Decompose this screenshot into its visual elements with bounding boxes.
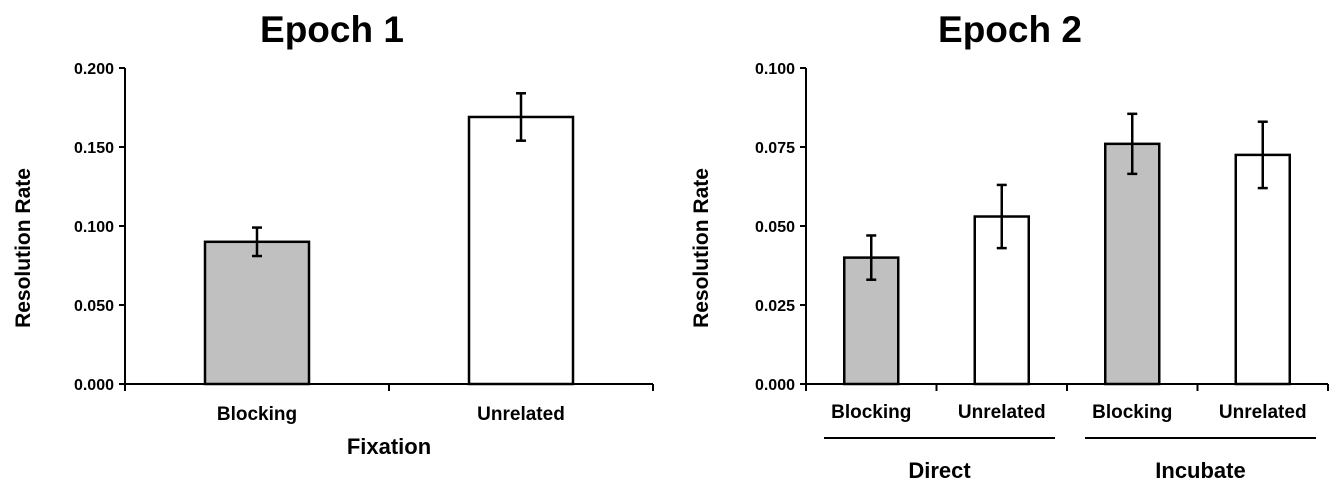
chart-1-y-axis-label: Resolution Rate xyxy=(12,168,35,328)
epoch-1-chart: Epoch 1 Resolution Rate Fixation 0.0000.… xyxy=(12,9,654,459)
chart-1-y-tick-label: 0.000 xyxy=(74,377,114,394)
chart-1-bars xyxy=(203,92,575,386)
chart-2-y-tick-label: 0.025 xyxy=(755,298,795,315)
chart-2-group-label: Incubate xyxy=(1155,458,1245,482)
epoch-2-chart: Epoch 2 Resolution Rate 0.0000.0250.0500… xyxy=(690,9,1329,482)
chart-2-bars xyxy=(843,112,1291,386)
chart-1-category-label: Blocking xyxy=(217,404,297,425)
chart-1-bar-1 xyxy=(203,240,311,386)
chart-2-y-tick-label: 0.050 xyxy=(755,219,795,236)
chart-2-title: Epoch 2 xyxy=(938,9,1082,50)
chart-2-group-label: Direct xyxy=(908,458,971,482)
chart-1-labels: 0.000 0.050 0.100 0.150 0.200 Blocking Unrelat… xyxy=(74,61,565,425)
chart-2-y-axis-label: Resolution Rate xyxy=(690,168,713,328)
chart-2-y-tick-label: 0.075 xyxy=(755,140,795,157)
chart-2-bar-3 xyxy=(1104,142,1161,386)
chart-2-category-label: Unrelated xyxy=(1219,402,1307,423)
chart-2-labels: 0.000 0.025 0.050 0.075 0.100 Blocking Unrelat… xyxy=(755,61,1307,482)
chart-2-category-label: Blocking xyxy=(831,402,911,423)
chart-2-category-label: Unrelated xyxy=(958,402,1046,423)
chart-1-x-axis-label: Fixation xyxy=(347,434,431,459)
chart-2-category-label: Blocking xyxy=(1092,402,1172,423)
chart-1-title: Epoch 1 xyxy=(260,9,404,50)
chart-1-y-tick-label: 0.050 xyxy=(74,298,114,315)
chart-2-y-tick-label: 0.100 xyxy=(755,61,795,78)
chart-1-y-tick-label: 0.150 xyxy=(74,140,114,157)
chart-1-bar-2 xyxy=(467,115,575,386)
chart-1-y-tick-label: 0.200 xyxy=(74,61,114,78)
chart-1-category-label: Unrelated xyxy=(477,404,565,425)
chart-2-y-tick-label: 0.000 xyxy=(755,377,795,394)
chart-1-y-tick-label: 0.100 xyxy=(74,219,114,236)
chart-2-bar-2 xyxy=(973,215,1030,386)
